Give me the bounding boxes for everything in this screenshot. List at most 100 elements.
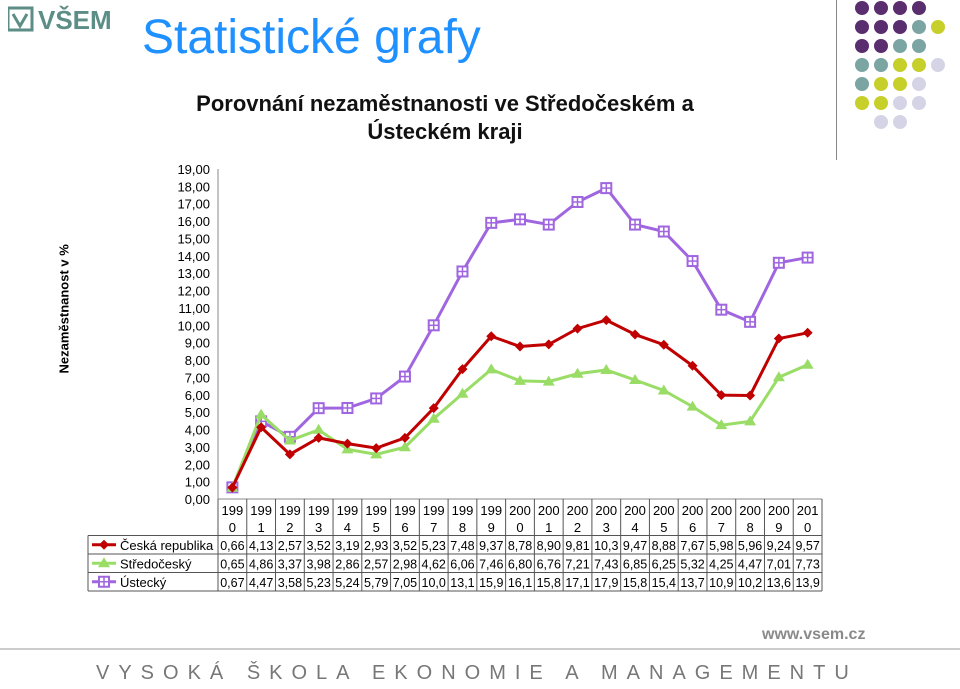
vsem-logo: VŠEM [8, 5, 112, 34]
data-label: 6,25 [652, 557, 676, 571]
data-label: 13,7 [680, 576, 704, 590]
data-label: 13,9 [795, 576, 819, 590]
y-tick-label: 16,00 [177, 214, 210, 229]
x-tick-label: 200 [682, 503, 704, 518]
y-tick-label: 0,00 [185, 492, 210, 507]
data-label: 2,57 [278, 539, 302, 553]
x-tick-label: 200 [739, 503, 761, 518]
x-tick-label: 199 [452, 503, 474, 518]
data-label: 13,1 [450, 576, 474, 590]
data-point [744, 415, 757, 426]
legend-entry: Česká republika [120, 538, 214, 553]
y-tick-label: 3,00 [185, 440, 210, 455]
x-tick-label: 199 [222, 503, 244, 518]
data-label: 10,2 [738, 576, 762, 590]
y-tick-label: 4,00 [185, 423, 210, 438]
logo-text: VŠEM [38, 5, 112, 34]
data-label: 5,96 [738, 539, 762, 553]
data-point [398, 441, 411, 452]
decorative-dot [931, 58, 945, 72]
decorative-dot [874, 20, 888, 34]
data-label: 5,24 [335, 576, 359, 590]
x-tick-label: 7 [430, 520, 437, 535]
decorative-dot [855, 58, 869, 72]
data-point [342, 438, 353, 449]
data-label: 3,37 [278, 557, 302, 571]
school-name: VYSOKÁ ŠKOLA EKONOMIE A MANAGEMENTU [96, 662, 858, 684]
data-label: 5,98 [709, 539, 733, 553]
x-tick-label: 199 [279, 503, 301, 518]
decorative-dot [893, 77, 907, 91]
x-tick-label: 199 [480, 503, 502, 518]
data-point [312, 423, 325, 434]
data-point [716, 390, 727, 401]
data-point [715, 419, 728, 430]
data-label: 0,66 [220, 539, 244, 553]
data-label: 3,19 [335, 539, 359, 553]
data-label: 17,9 [594, 576, 618, 590]
decorative-dot [874, 1, 888, 15]
data-label: 4,13 [249, 539, 273, 553]
data-label: 8,90 [537, 539, 561, 553]
x-tick-label: 199 [308, 503, 330, 518]
data-label: 2,93 [364, 539, 388, 553]
data-label: 7,43 [594, 557, 618, 571]
data-point [370, 448, 383, 459]
x-tick-label: 2 [574, 520, 581, 535]
footer-divider [0, 648, 960, 650]
decorative-dot [874, 39, 888, 53]
decorative-dot [855, 96, 869, 110]
decorative-dot [912, 20, 926, 34]
x-tick-label: 200 [538, 503, 560, 518]
y-tick-label: 18,00 [177, 179, 210, 194]
decorative-dot [912, 77, 926, 91]
x-tick-label: 6 [689, 520, 696, 535]
x-tick-label: 200 [509, 503, 531, 518]
data-label: 15,8 [623, 576, 647, 590]
decorative-dot [893, 1, 907, 15]
y-tick-label: 11,00 [178, 301, 210, 316]
data-point [658, 339, 669, 350]
decorative-dot [874, 115, 888, 129]
data-label: 4,62 [422, 557, 446, 571]
data-point [600, 363, 613, 374]
decorative-dot [893, 20, 907, 34]
decorative-dot [855, 1, 869, 15]
website-url: www.vsem.cz [762, 626, 866, 643]
data-label: 5,23 [306, 576, 330, 590]
decorative-dot [893, 58, 907, 72]
data-label: 15,4 [652, 576, 676, 590]
legend-entry: Ústecký [120, 575, 167, 590]
y-tick-label: 17,00 [177, 197, 210, 212]
x-tick-label: 200 [624, 503, 646, 518]
data-label: 2,98 [393, 557, 417, 571]
y-tick-label: 19,00 [177, 162, 210, 177]
y-tick-label: 8,00 [185, 353, 210, 368]
data-point [601, 315, 612, 326]
x-tick-label: 0 [804, 520, 811, 535]
data-label: 6,06 [450, 557, 474, 571]
x-tick-label: 0 [516, 520, 523, 535]
y-tick-label: 12,00 [177, 284, 210, 299]
y-tick-label: 2,00 [185, 457, 210, 472]
line-chart: 0,00 1,00 2,00 3,00 4,00 5,00 6,00 7,00 8,00 9,00… [87, 162, 823, 592]
x-tick-label: 200 [768, 503, 790, 518]
y-tick-label: 15,00 [177, 231, 210, 246]
data-label: 8,78 [508, 539, 532, 553]
data-point [227, 482, 238, 493]
data-point [543, 339, 554, 350]
data-label: 7,01 [767, 557, 791, 571]
x-tick-label: 201 [797, 503, 819, 518]
x-tick-label: 1 [258, 520, 265, 535]
data-label: 0,67 [220, 576, 244, 590]
decorative-dot [874, 77, 888, 91]
x-tick-label: 5 [660, 520, 667, 535]
data-label: 4,25 [709, 557, 733, 571]
data-point [571, 367, 584, 378]
decorative-dot [855, 39, 869, 53]
data-label: 16,1 [508, 576, 532, 590]
x-tick-label: 9 [488, 520, 495, 535]
data-label: 5,79 [364, 576, 388, 590]
x-tick-label: 3 [603, 520, 610, 535]
decorative-dot [912, 96, 926, 110]
